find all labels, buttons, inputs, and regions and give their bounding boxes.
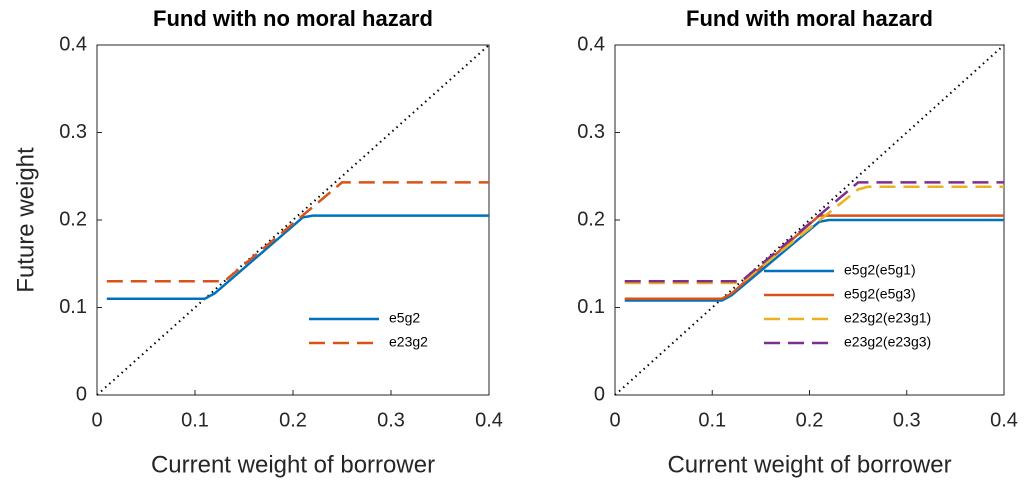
y-tick-label: 0.4 [59, 33, 87, 55]
x-tick-label: 0.1 [181, 409, 209, 431]
y-tick-label: 0.2 [59, 208, 87, 230]
legend-label: e23g2 [389, 334, 428, 350]
legend-label: e23g2(e23g1) [844, 310, 931, 326]
x-tick-label: 0.3 [377, 409, 405, 431]
y-tick-label: 0.3 [577, 121, 605, 143]
chart-title: Fund with no moral hazard [153, 6, 433, 31]
series-line [106, 214, 489, 300]
series-line [624, 185, 1004, 285]
reference-diagonal [96, 44, 490, 396]
y-tick-label: 0.3 [59, 121, 87, 143]
series-line [624, 218, 1004, 302]
y-tick-label: 0.2 [577, 208, 605, 230]
chart-title: Fund with moral hazard [686, 6, 933, 31]
y-tick-label: 0.4 [577, 33, 605, 55]
x-tick-label: 0.4 [990, 409, 1018, 431]
y-axis-label: Future weight [12, 147, 39, 293]
x-axis-label: Current weight of borrower [667, 451, 951, 478]
series-line [624, 214, 1004, 300]
legend-label: e5g2 [389, 310, 420, 326]
y-tick-label: 0 [594, 383, 605, 405]
legend-label: e23g2(e23g3) [844, 334, 931, 350]
x-tick-label: 0.2 [796, 409, 824, 431]
x-axis-label: Current weight of borrower [151, 451, 435, 478]
series-line [106, 181, 489, 283]
x-tick-label: 0.3 [893, 409, 921, 431]
x-tick-label: 0.2 [279, 409, 307, 431]
x-tick-label: 0 [609, 409, 620, 431]
x-tick-label: 0 [91, 409, 102, 431]
legend-label: e5g2(e5g3) [844, 286, 916, 302]
x-tick-label: 0.1 [698, 409, 726, 431]
y-tick-label: 0.1 [577, 296, 605, 318]
legend-label: e5g2(e5g1) [844, 262, 916, 278]
y-tick-label: 0 [76, 383, 87, 405]
series-line [624, 181, 1004, 283]
y-tick-label: 0.1 [59, 296, 87, 318]
x-tick-label: 0.4 [475, 409, 503, 431]
